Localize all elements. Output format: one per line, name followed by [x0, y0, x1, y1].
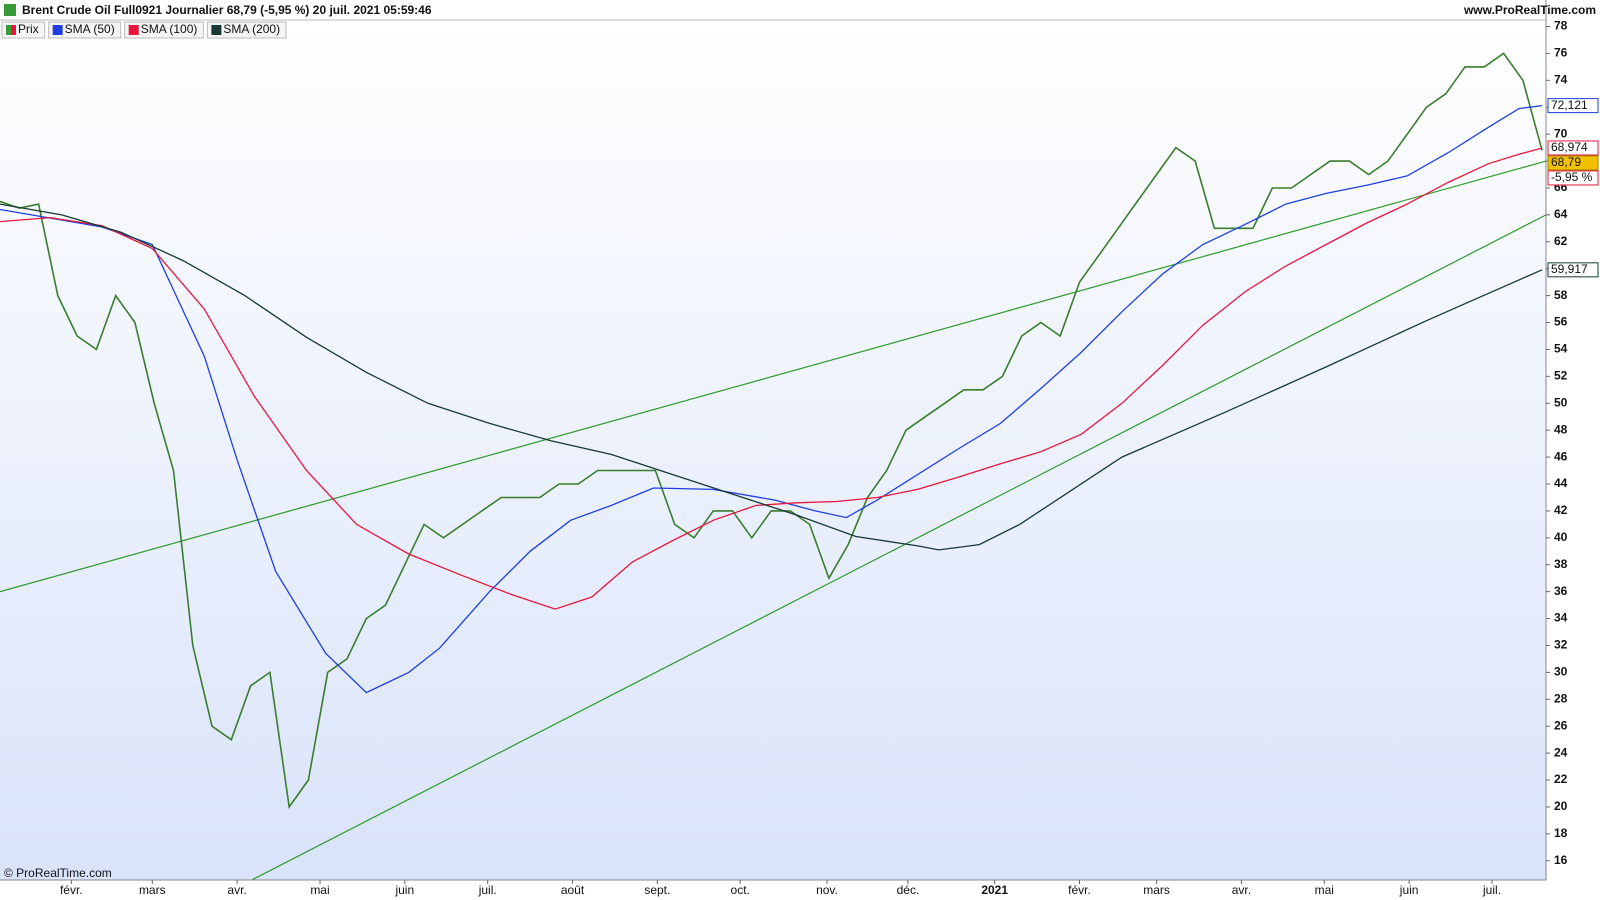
y-tick-label: 20: [1554, 799, 1568, 813]
trend-line: [252, 214, 1547, 881]
x-tick-label: mars: [139, 883, 166, 897]
y-tick-label: 26: [1554, 718, 1568, 732]
y-tick-label: 28: [1554, 691, 1568, 705]
sma-line: [0, 104, 1543, 694]
y-tick-label: 18: [1554, 826, 1568, 840]
y-tick-label: 44: [1554, 476, 1568, 490]
value-box-label: 68,79: [1551, 155, 1581, 169]
legend-label: SMA (100): [141, 22, 198, 36]
x-tick-label: mars: [1143, 883, 1170, 897]
price-line: [0, 52, 1543, 809]
x-tick-label: juil.: [478, 883, 497, 897]
y-tick-label: 30: [1554, 665, 1568, 679]
x-tick-label: juin: [394, 883, 414, 897]
x-tick-label: mai: [310, 883, 329, 897]
y-tick-label: 50: [1554, 395, 1568, 409]
legend-swatch: [6, 25, 11, 35]
y-tick-label: 46: [1554, 449, 1568, 463]
x-tick-label: juin: [1399, 883, 1419, 897]
value-box: [1547, 155, 1599, 171]
value-box-label: 68,974: [1551, 140, 1588, 154]
legend-swatch: [11, 25, 16, 35]
sma-line: [0, 203, 1543, 551]
y-tick-label: 32: [1554, 638, 1568, 652]
app-icon: [4, 4, 16, 16]
value-box-label: 72,121: [1551, 98, 1588, 112]
legend-swatch: [211, 25, 222, 35]
value-box: [1547, 170, 1599, 186]
legend-item: [124, 21, 204, 39]
y-tick-label: 54: [1554, 342, 1568, 356]
y-tick-label: 58: [1554, 288, 1568, 302]
x-tick-label: nov.: [816, 883, 838, 897]
y-tick-label: 56: [1554, 315, 1568, 329]
x-tick-label: avr.: [227, 883, 246, 897]
y-tick-label: 74: [1554, 73, 1568, 87]
x-tick-label: avr.: [1232, 883, 1251, 897]
y-tick-label: 40: [1554, 530, 1568, 544]
value-box: [1547, 262, 1599, 278]
y-tick-label: 38: [1554, 557, 1568, 571]
x-tick-label: 2021: [981, 883, 1008, 897]
x-tick-label: juil.: [1482, 883, 1501, 897]
value-box: [1547, 140, 1599, 156]
x-tick-label: févr.: [1068, 883, 1091, 897]
x-tick-label: déc.: [897, 883, 920, 897]
value-box-label: 59,917: [1551, 262, 1588, 276]
y-tick-label: 42: [1554, 503, 1568, 517]
legend: Prix SMA (50) SMA (100) SMA (200): [1, 21, 287, 39]
site-link: www.ProRealTime.com: [1463, 3, 1596, 17]
x-tick-label: sept.: [644, 883, 670, 897]
plot-area: [0, 20, 1546, 880]
chart-title: Brent Crude Oil Full0921 Journalier 68,7…: [22, 3, 432, 17]
legend-label: SMA (50): [65, 22, 115, 36]
y-tick-label: 62: [1554, 234, 1568, 248]
x-tick-label: mai: [1315, 883, 1334, 897]
x-tick-label: août: [561, 883, 585, 897]
y-tick-label: 48: [1554, 422, 1568, 436]
y-tick-label: 34: [1554, 611, 1568, 625]
x-tick-label: oct.: [731, 883, 750, 897]
value-box: [1547, 98, 1599, 114]
legend-label: Prix: [18, 22, 39, 36]
y-tick-label: 52: [1554, 369, 1568, 383]
y-tick-label: 36: [1554, 584, 1568, 598]
sma-line: [0, 147, 1543, 610]
legend-swatch: [52, 25, 63, 35]
y-tick-label: 24: [1554, 745, 1568, 759]
legend-swatch: [128, 25, 139, 35]
value-box-label: -5,95 %: [1551, 170, 1593, 184]
y-tick-label: 16: [1554, 853, 1568, 867]
y-tick-label: 70: [1554, 126, 1568, 140]
y-tick-label: 22: [1554, 772, 1568, 786]
y-tick-label: 64: [1554, 207, 1568, 221]
legend-item: [206, 21, 287, 39]
copyright: © ProRealTime.com: [4, 866, 112, 880]
x-tick-label: févr.: [60, 883, 83, 897]
legend-item: [48, 21, 122, 39]
y-tick-label: 76: [1554, 46, 1568, 60]
legend-label: SMA (200): [223, 22, 280, 36]
y-tick-label: 78: [1554, 19, 1568, 33]
